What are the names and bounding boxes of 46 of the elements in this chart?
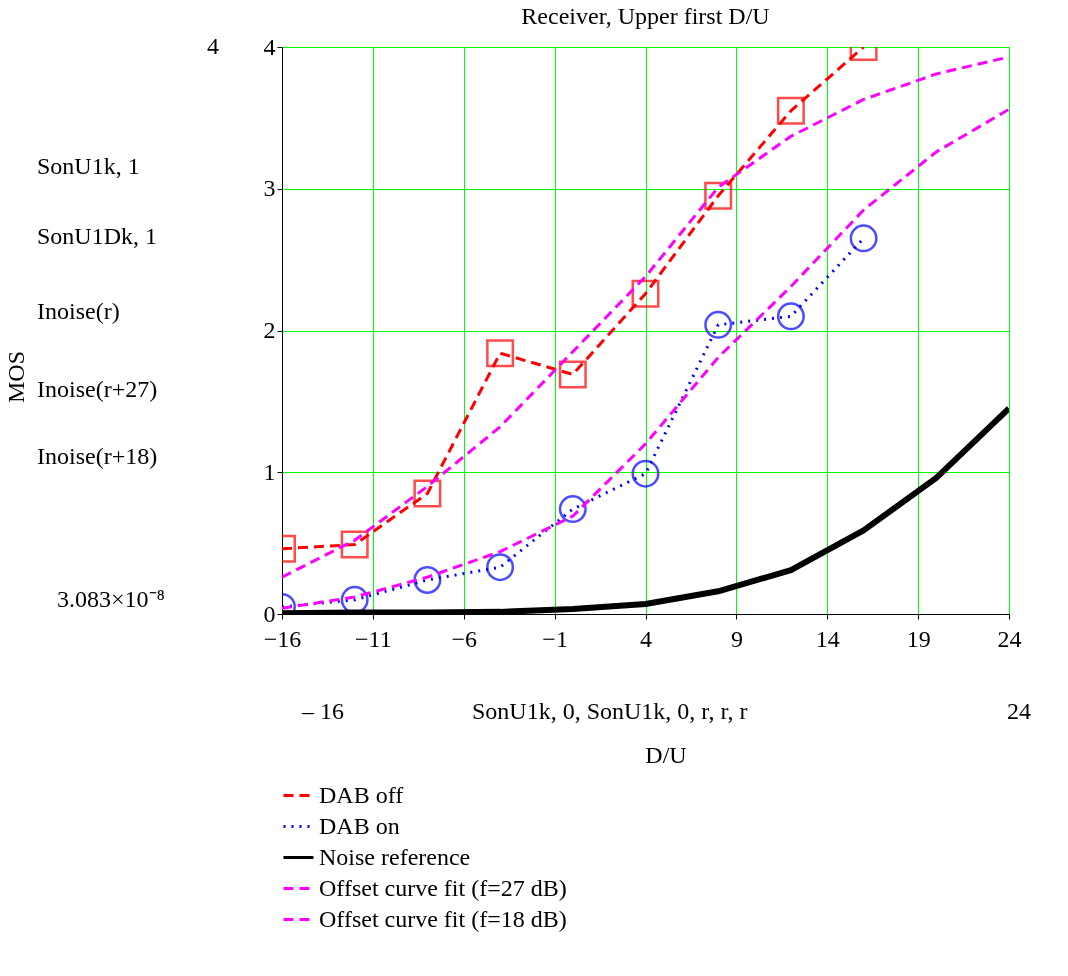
x-tick-label: −6	[451, 625, 478, 652]
text: Inoise(r)	[37, 298, 120, 324]
x-tick-label: 4	[640, 625, 652, 652]
legend-label: DAB on	[319, 812, 400, 839]
point	[340, 530, 369, 559]
point	[631, 279, 660, 308]
legend-label: Offset curve fit (f=18 dB)	[319, 905, 567, 932]
x-tick-label: 9	[730, 625, 743, 652]
x-tick-label: 19	[906, 625, 931, 652]
point	[413, 566, 442, 594]
point	[849, 224, 878, 253]
y-tick-label: 0	[263, 600, 276, 627]
point	[631, 459, 660, 488]
x-tick-label: −1	[542, 625, 568, 652]
text: Inoise(r+18)	[37, 443, 158, 469]
text: MOS	[3, 350, 29, 404]
y-tick-label: 4	[263, 33, 276, 60]
text: Inoise(r+27)	[37, 376, 158, 402]
x-tick-label: −16	[263, 625, 302, 652]
point	[704, 310, 733, 339]
point	[413, 479, 442, 508]
text: 24	[1007, 698, 1031, 724]
x-axis-title: D/U	[645, 741, 687, 768]
text: SonU1k, 1	[37, 153, 140, 179]
x-tick-label: −11	[355, 625, 392, 652]
x-tick-label: 24	[997, 625, 1022, 652]
point	[704, 181, 733, 210]
legend-label: Offset curve fit (f=27 dB)	[319, 874, 567, 901]
y-tick-label: 2	[263, 317, 276, 343]
text: 4	[207, 33, 219, 59]
point	[558, 495, 587, 524]
text: SonU1k, 0, SonU1k, 0, r, r, r	[472, 698, 748, 724]
point	[558, 360, 587, 389]
point	[776, 96, 805, 125]
point	[486, 553, 515, 582]
text: SonU1Dk, 1	[37, 223, 158, 249]
y-tick-label: 1	[263, 458, 276, 485]
legend-label: Noise reference	[319, 843, 471, 870]
text: 3.083×10⁻⁸	[57, 586, 165, 612]
chart-title: Receiver, Upper first D/U	[521, 3, 770, 29]
x-tick-label: 14	[815, 625, 840, 652]
point	[486, 339, 515, 368]
text: – 16	[301, 698, 344, 724]
legend-label: DAB off	[319, 781, 404, 808]
y-tick-label: 3	[263, 175, 276, 202]
point	[776, 302, 805, 331]
